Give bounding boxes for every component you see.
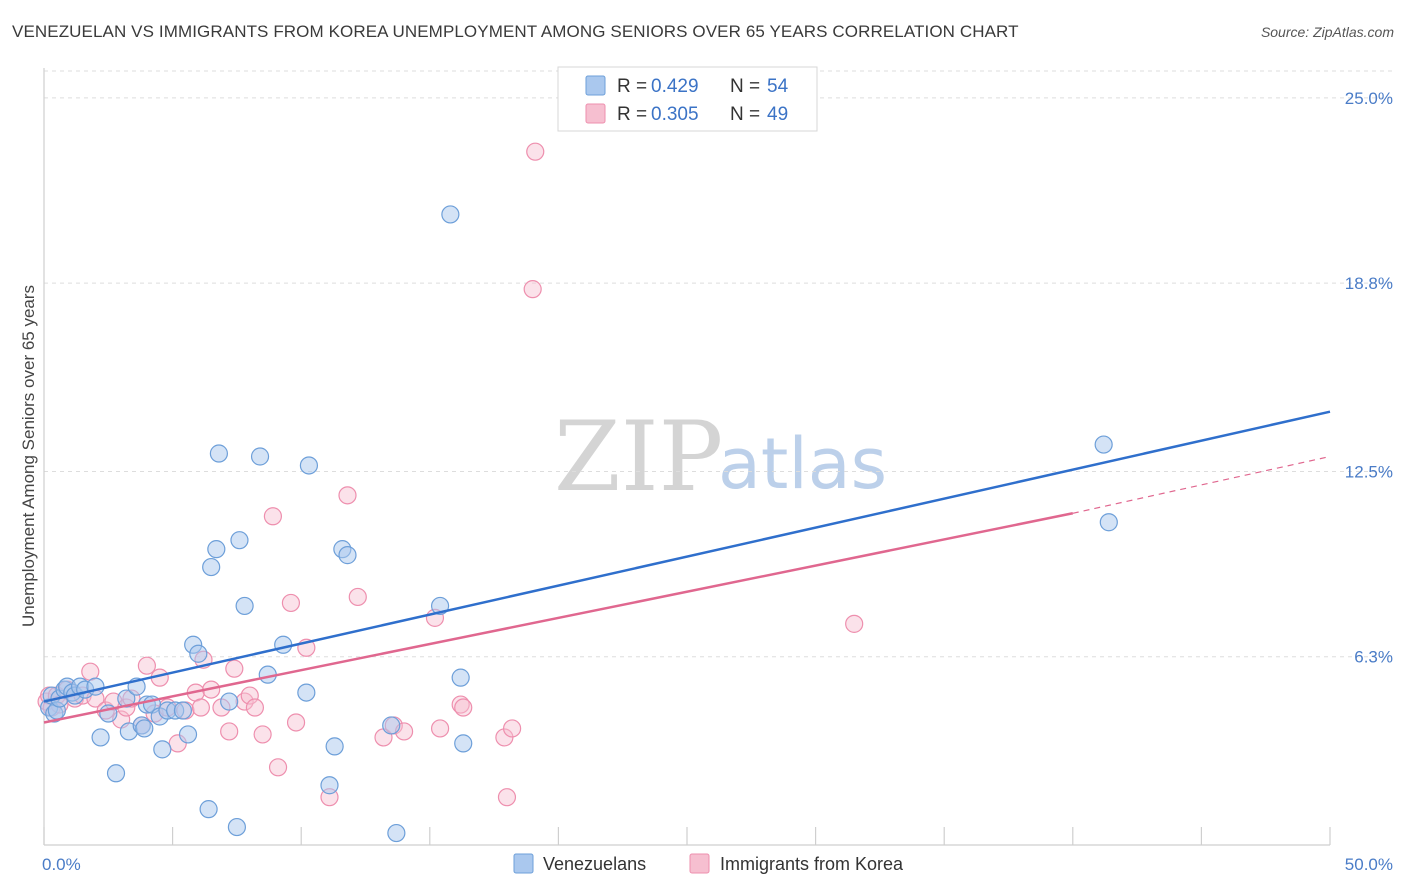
trend-lines — [43, 410, 1331, 724]
venezuelans-point — [227, 817, 246, 837]
watermark-atlas: atlas — [718, 423, 887, 505]
y-tick-label: 6.3% — [1354, 648, 1393, 667]
legend-swatch-venezuelans — [585, 75, 606, 96]
venezuelans-trend-line — [43, 410, 1331, 703]
venezuelans-point — [178, 725, 198, 744]
venezuelans-point — [387, 823, 406, 843]
korea-point — [220, 722, 239, 741]
korea-point — [451, 695, 470, 714]
korea-point — [263, 507, 283, 526]
venezuelans-point — [250, 447, 270, 466]
legend-n-value-2: 49 — [767, 104, 788, 125]
venezuelans-point — [220, 692, 239, 711]
korea-point — [225, 659, 244, 678]
top-legend: R = 0.429 N = 54 R = 0.305 N = 49 — [557, 66, 818, 132]
korea-trend-line — [43, 512, 1074, 724]
venezuelans-point — [320, 776, 339, 795]
venezuelans-point — [454, 734, 473, 753]
korea-point — [245, 698, 265, 717]
venezuelans-point — [106, 764, 126, 783]
venezuelans-point — [202, 557, 221, 577]
korea-point — [191, 698, 210, 717]
bottom-legend-label-korea: Immigrants from Korea — [720, 854, 904, 874]
legend-swatch-korea — [585, 103, 606, 124]
venezuelans-points — [40, 205, 1118, 843]
venezuelans-point — [451, 668, 470, 687]
venezuelans-point — [325, 737, 344, 756]
watermark-zip: ZIP — [554, 401, 723, 513]
venezuelans-point — [230, 531, 249, 550]
korea-point — [526, 142, 545, 161]
venezuelans-point — [382, 716, 401, 735]
korea-point — [348, 587, 367, 607]
venezuelans-point — [441, 205, 460, 224]
chart-title: VENEZUELAN VS IMMIGRANTS FROM KOREA UNEM… — [12, 22, 1019, 41]
korea-point — [286, 713, 306, 732]
venezuelans-point — [199, 800, 218, 819]
korea-point — [268, 758, 288, 777]
venezuelans-point — [1099, 513, 1118, 532]
chart-source: Source: ZipAtlas.com — [1260, 24, 1394, 40]
venezuelans-point — [189, 644, 208, 663]
x-tick-label-min: 0.0% — [42, 855, 81, 874]
venezuelans-point — [153, 740, 172, 759]
venezuelans-point — [135, 719, 154, 738]
korea-point — [523, 280, 542, 299]
bottom-legend: Venezuelans Immigrants from Korea — [513, 853, 904, 874]
venezuelans-point — [209, 444, 228, 463]
korea-point — [503, 719, 522, 738]
venezuelans-point — [173, 701, 192, 720]
venezuelans-point — [207, 540, 226, 559]
korea-point — [845, 614, 864, 633]
venezuelans-point — [274, 635, 293, 654]
korea-point — [281, 593, 301, 613]
legend-n-value-1: 54 — [767, 76, 789, 97]
bottom-legend-label-venezuelans: Venezuelans — [543, 854, 646, 874]
venezuelans-point — [91, 728, 110, 747]
y-tick-label: 25.0% — [1345, 89, 1393, 108]
y-tick-labels: 6.3% 12.5% 18.8% 25.0% — [1345, 89, 1393, 667]
korea-point — [497, 788, 517, 807]
x-tick-label-max: 50.0% — [1345, 855, 1393, 874]
legend-r-label-1: R = — [617, 76, 647, 97]
gridlines — [44, 70, 1392, 658]
y-tick-label: 12.5% — [1345, 462, 1393, 481]
legend-r-value-1: 0.429 — [651, 76, 699, 97]
korea-point — [454, 698, 473, 717]
venezuelans-point — [235, 596, 254, 616]
korea-point — [137, 656, 156, 675]
korea-point — [338, 486, 357, 505]
venezuelans-point — [338, 546, 357, 565]
venezuelans-point — [299, 456, 319, 475]
watermark: ZIP atlas — [554, 401, 887, 513]
bottom-legend-swatch-korea — [689, 853, 710, 874]
korea-point — [240, 686, 259, 705]
legend-n-label-2: N = — [730, 104, 760, 125]
y-axis-label: Unemployment Among Seniors over 65 years — [19, 285, 38, 627]
korea-trend-extension — [1072, 455, 1331, 514]
venezuelans-point — [1094, 435, 1113, 454]
bottom-legend-swatch-venezuelans — [513, 853, 534, 874]
legend-r-label-2: R = — [617, 104, 647, 125]
y-tick-label: 18.8% — [1345, 274, 1393, 293]
x-axis-ticks — [43, 827, 1331, 845]
venezuelans-point — [117, 689, 136, 708]
legend-r-value-2: 0.305 — [651, 104, 699, 125]
legend-n-label-1: N = — [730, 76, 760, 97]
korea-point — [253, 725, 272, 744]
venezuelans-point — [297, 683, 316, 702]
korea-point — [430, 719, 450, 738]
